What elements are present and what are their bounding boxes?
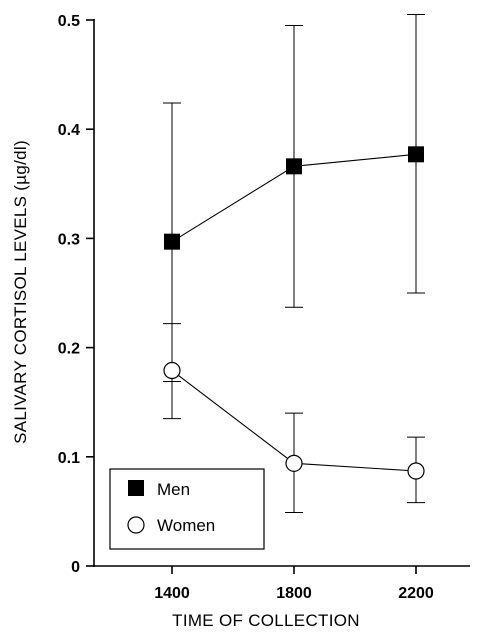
legend: Men Women — [109, 468, 265, 550]
x-tick-label: 1400 — [154, 585, 190, 602]
y-tick-label: 0.4 — [58, 122, 80, 139]
x-axis-title: TIME OF COLLECTION — [172, 611, 360, 630]
data-point-women — [163, 361, 181, 380]
data-point-women — [285, 454, 303, 472]
y-tick-label: 0.3 — [58, 231, 80, 248]
markers — [163, 146, 425, 480]
y-tick-label: 0.1 — [58, 450, 80, 467]
y-tick-label: 0.2 — [58, 341, 80, 358]
x-tick-label: 2200 — [398, 585, 434, 602]
data-point-men — [408, 146, 424, 163]
data-point-men — [286, 158, 302, 175]
y-axis-title: SALIVARY CORTISOL LEVELS (µg/dl) — [11, 140, 30, 444]
legend-label-men: Men — [157, 480, 190, 499]
legend-label-women: Women — [157, 516, 215, 535]
data-point-men — [164, 233, 180, 250]
y-tick-label: 0.5 — [58, 13, 80, 30]
data-point-women — [407, 462, 425, 480]
x-tick-label: 1800 — [276, 585, 312, 602]
y-tick-label: 0 — [71, 559, 80, 576]
legend-marker-men — [128, 480, 144, 496]
legend-marker-women — [127, 516, 145, 534]
axes: 0 0.1 0.2 0.3 0.4 0.5 1400 1800 2200 — [58, 13, 470, 602]
error-bars — [163, 14, 425, 513]
